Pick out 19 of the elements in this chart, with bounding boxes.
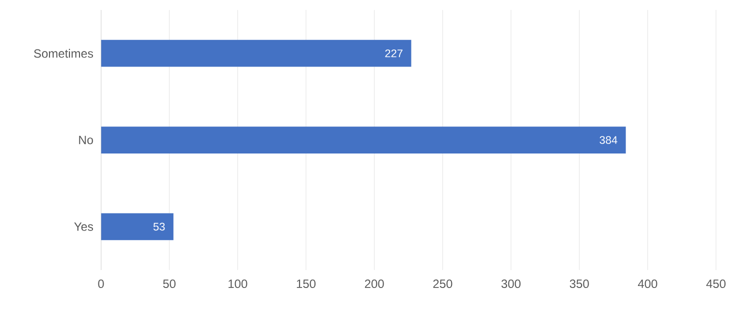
data-label: 227 (385, 49, 402, 58)
x-tick-label: 50 (163, 280, 176, 288)
y-tick-label: Yes (74, 222, 94, 231)
x-tick-label: 200 (364, 280, 384, 288)
data-label: 384 (600, 136, 618, 144)
x-tick-label: 150 (296, 280, 316, 288)
y-tick-label: Sometimes (34, 48, 94, 58)
x-tick-label: 100 (228, 280, 248, 288)
bar (101, 213, 174, 240)
x-tick-label: 450 (706, 280, 726, 288)
x-tick-label: 0 (98, 280, 104, 288)
x-tick-label: 300 (501, 280, 521, 288)
bar (101, 126, 626, 154)
x-tick-label: 350 (570, 280, 589, 288)
bar (101, 40, 412, 67)
x-tick-label: 250 (433, 280, 452, 288)
y-tick-label: No (79, 136, 93, 144)
x-tick-label: 400 (638, 280, 658, 288)
data-label: 53 (153, 222, 165, 231)
